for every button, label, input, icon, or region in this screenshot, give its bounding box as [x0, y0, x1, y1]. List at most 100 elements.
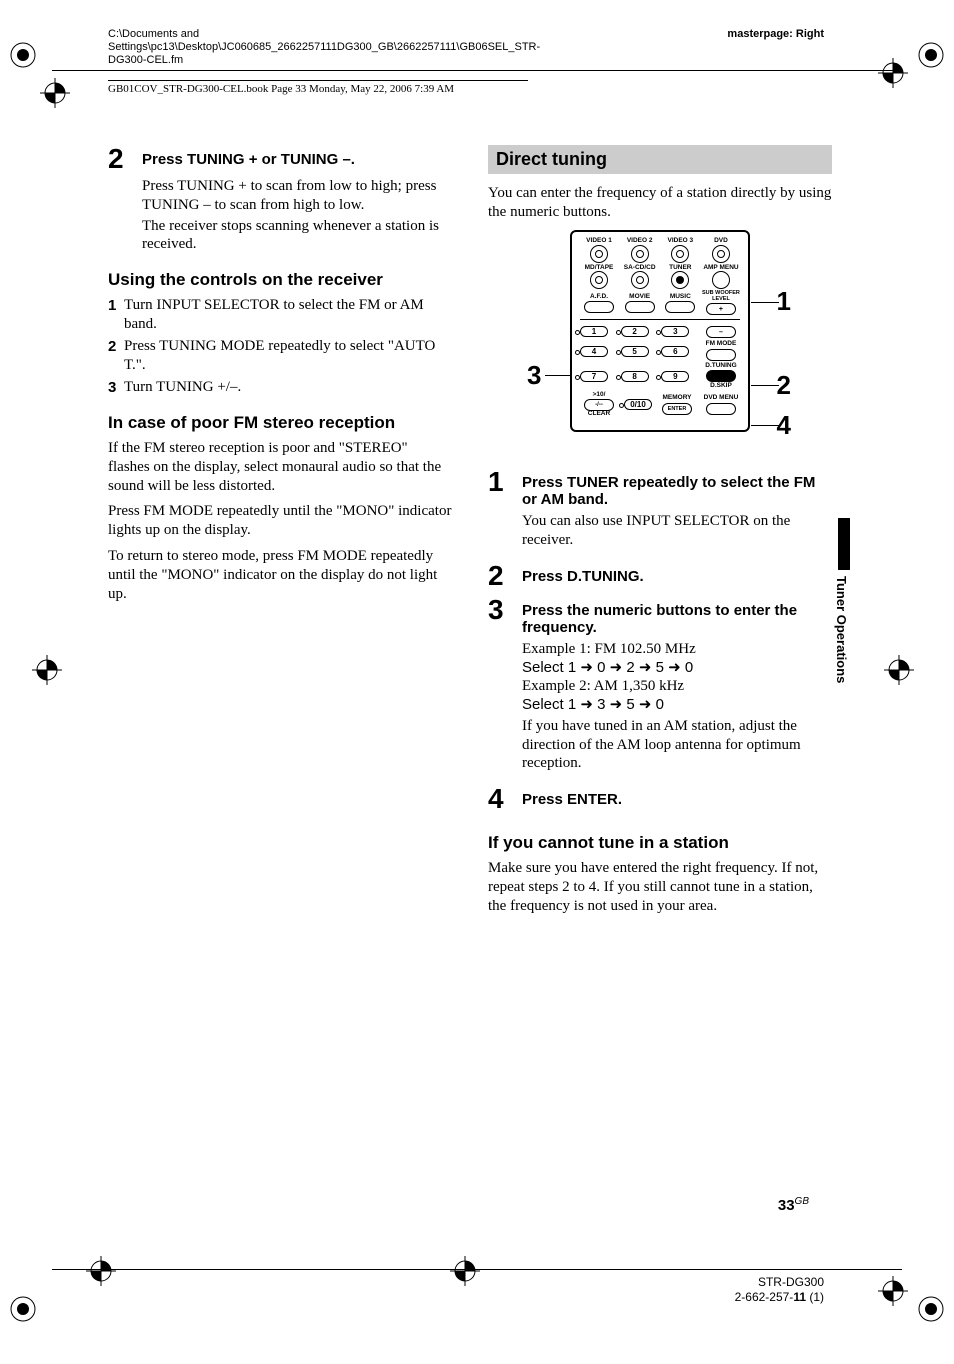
- remote-button-dtuning: [706, 370, 736, 382]
- step-2: 2 Press TUNING + or TUNING –.: [108, 145, 452, 173]
- side-tab-marker: [838, 518, 850, 570]
- callout-line: [545, 375, 573, 376]
- example-text: Select 1 ➜ 3 ➜ 5 ➜ 0: [522, 696, 832, 715]
- btn-label: CLEAR: [580, 411, 618, 418]
- remote-button: [706, 403, 736, 415]
- step-body: You can also use INPUT SELECTOR on the r…: [522, 512, 832, 550]
- step-number: 4: [488, 785, 522, 813]
- btn-label: A.F.D.: [580, 294, 618, 301]
- num-button: 0/10: [624, 399, 652, 410]
- btn-label: FM MODE: [702, 341, 740, 348]
- step-number: 2: [488, 562, 522, 590]
- remote-button: [625, 301, 655, 313]
- step-title: Press the numeric buttons to enter the f…: [522, 596, 832, 636]
- file-path: C:\Documents and Settings\pc13\Desktop\J…: [108, 28, 468, 68]
- paragraph: Make sure you have entered the right fre…: [488, 859, 832, 917]
- remote-button: [671, 245, 689, 263]
- btn-label: DVD MENU: [702, 395, 740, 402]
- reg-mark: [8, 1294, 38, 1324]
- step-4: 4 Press ENTER.: [488, 785, 832, 813]
- remote-button: [631, 245, 649, 263]
- substep-num: 2: [108, 337, 124, 376]
- model-name: STR-DG300: [735, 1275, 824, 1289]
- step-2r: 2 Press D.TUNING.: [488, 562, 832, 590]
- side-tab-label: Tuner Operations: [834, 576, 849, 683]
- paragraph: If the FM stereo reception is poor and "…: [108, 439, 452, 497]
- btn-label: MUSIC: [661, 294, 699, 301]
- remote-button: [712, 271, 730, 289]
- callout-line: [751, 302, 779, 303]
- footer-rule: [52, 1269, 902, 1270]
- example-text: Select 1 ➜ 0 ➜ 2 ➜ 5 ➜ 0: [522, 659, 832, 678]
- step-1: 1 Press TUNER repeatedly to select the F…: [488, 468, 832, 508]
- btn-label: VIDEO 2: [621, 238, 659, 245]
- step-body: Example 1: FM 102.50 MHz Select 1 ➜ 0 ➜ …: [522, 640, 832, 773]
- num-button: 7: [580, 371, 608, 382]
- btn-label: VIDEO 1: [580, 238, 618, 245]
- callout-line: [751, 385, 779, 386]
- substeps: 1Turn INPUT SELECTOR to select the FM or…: [108, 296, 452, 398]
- num-button: 6: [661, 346, 689, 357]
- step-title: Press TUNER repeatedly to select the FM …: [522, 468, 832, 508]
- step-body-text: Press TUNING + to scan from low to high;…: [142, 177, 452, 215]
- master-page-label: masterpage: Right: [727, 28, 824, 40]
- substep-num: 1: [108, 296, 124, 335]
- substep-text: Press TUNING MODE repeatedly to select "…: [124, 337, 452, 376]
- btn-label: MEMORY: [658, 395, 696, 402]
- step-title: Press D.TUNING.: [522, 562, 644, 585]
- intro-paragraph: You can enter the frequency of a station…: [488, 184, 832, 222]
- num-button: 9: [661, 371, 689, 382]
- remote-body: VIDEO 1 VIDEO 2 VIDEO 3 DVD MD/TAPE SA-C…: [570, 230, 750, 432]
- callout-3: 3: [527, 360, 541, 391]
- remote-button: +: [706, 303, 736, 315]
- btn-label: DVD: [702, 238, 740, 245]
- remote-button: [706, 349, 736, 361]
- substep-text: Turn INPUT SELECTOR to select the FM or …: [124, 296, 452, 335]
- step-title: Press TUNING + or TUNING –.: [142, 145, 355, 168]
- remote-button: [584, 301, 614, 313]
- substep-text: Turn TUNING +/–.: [124, 378, 241, 398]
- right-column: Direct tuning You can enter the frequenc…: [488, 145, 832, 922]
- crop-mark: [86, 1256, 116, 1286]
- step-title: Press ENTER.: [522, 785, 622, 808]
- remote-button: [590, 271, 608, 289]
- example-text: Example 1: FM 102.50 MHz: [522, 640, 832, 659]
- paragraph: To return to stereo mode, press FM MODE …: [108, 547, 452, 605]
- example-text: Example 2: AM 1,350 kHz: [522, 677, 832, 696]
- btn-label: D.TUNING: [702, 363, 740, 370]
- num-button: 1: [580, 326, 608, 337]
- crop-mark: [878, 58, 908, 88]
- num-button: 4: [580, 346, 608, 357]
- crop-mark: [884, 655, 914, 685]
- step-number: 1: [488, 468, 522, 496]
- section-heading: Direct tuning: [488, 145, 832, 174]
- side-tab: Tuner Operations: [834, 518, 854, 688]
- paragraph: Press FM MODE repeatedly until the "MONO…: [108, 502, 452, 540]
- num-button: 2: [621, 326, 649, 337]
- num-button: 8: [621, 371, 649, 382]
- step-3: 3 Press the numeric buttons to enter the…: [488, 596, 832, 636]
- header-rule: [52, 70, 902, 71]
- btn-label: VIDEO 3: [661, 238, 699, 245]
- step-body-text: The receiver stops scanning whenever a s…: [142, 217, 452, 255]
- book-info: GB01COV_STR-DG300-CEL.book Page 33 Monda…: [108, 80, 528, 95]
- remote-button: –: [706, 326, 736, 338]
- remote-button: [665, 301, 695, 313]
- reg-mark: [8, 40, 38, 70]
- remote-button: [712, 245, 730, 263]
- callout-line: [751, 425, 779, 426]
- reg-mark: [916, 1294, 946, 1324]
- page-suffix: GB: [795, 1196, 809, 1207]
- remote-button-tuner: [671, 271, 689, 289]
- num-button: 5: [621, 346, 649, 357]
- subheading-cannot-tune: If you cannot tune in a station: [488, 833, 832, 853]
- crop-mark: [40, 78, 70, 108]
- page-number: 33GB: [778, 1196, 809, 1214]
- btn-label: SUB WOOFER LEVEL: [702, 291, 740, 302]
- step-number: 3: [488, 596, 522, 624]
- step-body: Press TUNING + to scan from low to high;…: [142, 177, 452, 254]
- crop-mark: [32, 655, 62, 685]
- remote-button: [631, 271, 649, 289]
- step-number: 2: [108, 145, 142, 173]
- remote-button: [590, 245, 608, 263]
